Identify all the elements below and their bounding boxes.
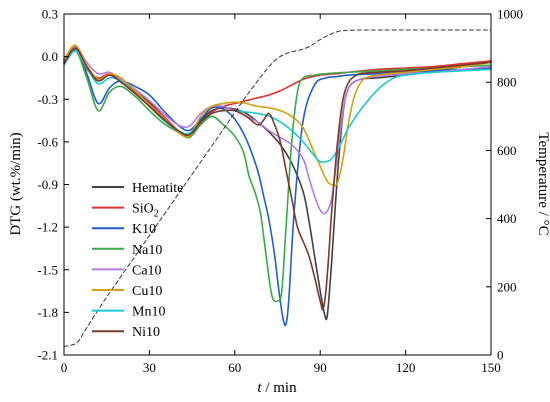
- series-line-temperature: [63, 29, 492, 347]
- series-line-k10: [63, 50, 492, 327]
- legend-label-ca10: Ca10: [132, 263, 162, 278]
- ticks-layer: 0 30 60 90 120 150 -2.1 -1.8 -1.5 -1.2 -0.9 -0.6 -0.…: [37, 7, 523, 376]
- x-tick-label: 150: [481, 360, 501, 375]
- axes-layer: [63, 13, 492, 356]
- y-tick-label: -1.8: [37, 305, 58, 320]
- legend-label-hematite: Hematite: [132, 181, 183, 196]
- y2-tick-label: 0: [497, 348, 504, 363]
- plot-frame: [63, 13, 492, 356]
- y-axis-title: DTG (wt.%/min): [8, 132, 24, 235]
- legend-label-mn10: Mn10: [132, 305, 165, 320]
- y-tick-label: -0.6: [37, 134, 58, 149]
- y2-tick-label: 400: [497, 211, 517, 226]
- y-tick-label: -0.3: [37, 92, 58, 107]
- x-axis-unit: min: [273, 380, 297, 396]
- x-axis-var: t: [257, 380, 262, 396]
- x-tick-label: 60: [228, 360, 241, 375]
- legend-label-k10: K10: [132, 222, 156, 237]
- series-line-sio2: [63, 48, 492, 138]
- legend-label-cu10: Cu10: [132, 284, 162, 299]
- legend-label-sio2: SiO2: [132, 202, 159, 220]
- series-line-cu10: [63, 44, 492, 187]
- x-tick-label: 90: [314, 360, 327, 375]
- x-tick-label: 0: [61, 360, 68, 375]
- y2-tick-label: 600: [497, 143, 517, 158]
- x-axis-title: t / min: [257, 380, 297, 396]
- y2-tick-label: 200: [497, 279, 517, 294]
- y-tick-label: 0.3: [42, 7, 58, 22]
- y-tick-label: -1.2: [37, 220, 58, 235]
- y-tick-label: -0.9: [37, 177, 58, 192]
- x-tick-label: 120: [396, 360, 416, 375]
- x-tick-label: 30: [143, 360, 156, 375]
- y2-tick-label: 800: [497, 75, 517, 90]
- y-tick-label: 0.0: [42, 49, 58, 64]
- legend-label-ni10: Ni10: [132, 325, 160, 340]
- y2-tick-label: 1000: [497, 7, 523, 22]
- y2-axis-title: Temperature / °C: [535, 132, 550, 235]
- y-tick-label: -1.5: [37, 262, 58, 277]
- series-line-na10: [63, 48, 492, 303]
- legend-label-na10: Na10: [132, 243, 162, 258]
- x-axis-sep: /: [262, 380, 274, 396]
- series-line-ni10: [63, 47, 492, 311]
- legend: Hematite SiO2 K10 Na10 Ca10 Cu10 Mn10 Ni10: [92, 181, 183, 340]
- series-layer: [63, 29, 492, 347]
- y-tick-label: -2.1: [37, 348, 58, 363]
